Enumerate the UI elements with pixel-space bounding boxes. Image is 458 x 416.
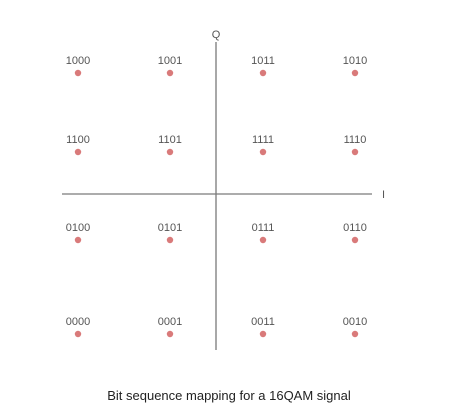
constellation-point — [74, 236, 82, 244]
constellation-point — [74, 330, 82, 338]
constellation-points: 1000 1001 1011 1010 1100 1101 1111 1110 0100 0101… — [66, 55, 367, 338]
bit-sequence-label: 1100 — [66, 134, 90, 146]
constellation-point — [351, 236, 359, 244]
bit-sequence-label: 1111 — [252, 134, 274, 146]
constellation-point — [166, 148, 174, 156]
i-axis-label: I — [382, 189, 385, 201]
bit-sequence-label: 0000 — [66, 316, 90, 328]
bit-sequence-label: 0010 — [343, 316, 367, 328]
constellation-point — [166, 69, 174, 77]
bit-sequence-label: 0011 — [251, 316, 275, 328]
bit-sequence-label: 1110 — [344, 134, 367, 146]
constellation-point — [351, 148, 359, 156]
bit-sequence-label: 1101 — [158, 134, 182, 146]
constellation-point — [351, 69, 359, 77]
constellation-point — [259, 148, 267, 156]
bit-sequence-label: 1001 — [158, 55, 182, 67]
bit-sequence-label: 1011 — [251, 55, 275, 67]
bit-sequence-label: 0110 — [343, 222, 367, 234]
bit-sequence-label: 1000 — [66, 55, 90, 67]
bit-sequence-label: 0001 — [158, 316, 182, 328]
bit-sequence-label: 0100 — [66, 222, 90, 234]
q-axis-label: Q — [212, 29, 221, 41]
constellation-point — [259, 236, 267, 244]
constellation-point — [166, 330, 174, 338]
figure-caption: Bit sequence mapping for a 16QAM signal — [107, 388, 351, 403]
bit-sequence-label: 0111 — [252, 222, 275, 234]
bit-sequence-label: 1010 — [343, 55, 367, 67]
constellation-point — [166, 236, 174, 244]
constellation-point — [259, 330, 267, 338]
constellation-point — [259, 69, 267, 77]
constellation-point — [74, 148, 82, 156]
constellation-point — [351, 330, 359, 338]
bit-sequence-label: 0101 — [158, 222, 182, 234]
constellation-point — [74, 69, 82, 77]
